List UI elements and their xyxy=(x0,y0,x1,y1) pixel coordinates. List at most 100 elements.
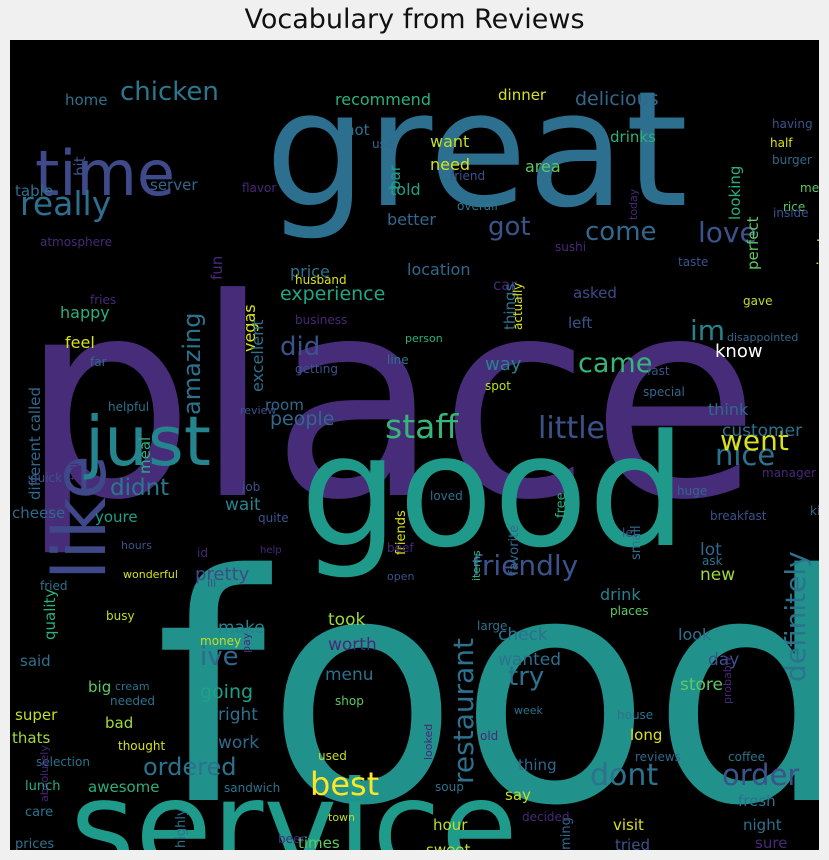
word-53: drink xyxy=(600,585,641,604)
word-1: food xyxy=(155,509,819,850)
word-40: worth xyxy=(328,635,377,655)
word-183: house xyxy=(617,708,653,722)
word-165: beef xyxy=(387,541,414,555)
word-141: fries xyxy=(90,293,116,307)
word-104: long xyxy=(630,726,662,744)
word-57: area xyxy=(525,157,561,176)
word-108: times xyxy=(298,834,340,850)
word-7: time xyxy=(35,137,175,210)
word-188: selection xyxy=(36,755,90,769)
word-156: job xyxy=(241,480,260,494)
word-194: absolutely xyxy=(38,745,51,802)
word-190: reviews xyxy=(635,750,681,764)
word-79: bit xyxy=(71,156,89,176)
word-185: looked xyxy=(422,724,435,760)
word-89: quality xyxy=(41,589,59,640)
word-169: wonderful xyxy=(123,568,178,581)
word-174: large xyxy=(477,619,507,633)
word-101: favorite xyxy=(507,525,522,575)
word-92: super xyxy=(15,706,58,724)
word-2: great xyxy=(265,56,688,243)
word-144: disappointed xyxy=(727,331,798,344)
word-83: things xyxy=(501,283,519,330)
word-102: free xyxy=(554,492,569,518)
word-46: work xyxy=(218,733,259,753)
word-137: taste xyxy=(678,255,708,269)
word-158: huge xyxy=(677,484,707,498)
word-76: bar xyxy=(386,164,404,190)
word-39: wait xyxy=(225,495,261,515)
word-9: staff xyxy=(385,407,459,446)
word-103: small xyxy=(629,525,644,560)
word-146: getting xyxy=(295,362,338,376)
word-52: look xyxy=(678,625,712,644)
word-10: little xyxy=(538,411,605,446)
word-77: server xyxy=(150,176,198,194)
word-42: took xyxy=(328,610,365,630)
word-12: dont xyxy=(590,758,658,793)
word-85: room xyxy=(265,396,304,414)
word-170: ill xyxy=(207,577,216,590)
word-58: want xyxy=(430,132,469,151)
word-142: business xyxy=(295,313,347,327)
word-98: prices xyxy=(15,837,54,850)
word-23: im xyxy=(690,314,725,347)
word-126: meat xyxy=(800,181,819,195)
word-135: atmosphere xyxy=(40,235,112,249)
word-127: rice xyxy=(783,200,805,214)
word-148: fast xyxy=(647,364,670,378)
word-64: feel xyxy=(65,333,95,352)
word-26: amazing xyxy=(178,312,206,415)
word-34: pretty xyxy=(195,564,250,585)
word-69: home xyxy=(65,91,108,109)
word-4: service xyxy=(70,755,518,850)
word-154: tell xyxy=(68,463,81,480)
word-115: coming xyxy=(559,817,574,850)
word-36: know xyxy=(715,341,763,362)
word-120: fresh xyxy=(738,792,776,810)
word-86: meal xyxy=(136,437,154,474)
word-13: order xyxy=(722,758,799,792)
word-187: thought xyxy=(118,739,165,753)
word-175: places xyxy=(610,604,649,618)
word-22: came xyxy=(578,348,652,379)
word-21: love xyxy=(698,216,757,249)
word-130: friend xyxy=(450,169,485,183)
word-61: location xyxy=(407,260,470,279)
word-32: delicious xyxy=(575,88,659,110)
word-90: said xyxy=(20,652,51,670)
word-100: friends xyxy=(394,510,409,555)
word-31: experience xyxy=(280,283,385,305)
word-87: cheese xyxy=(12,504,65,522)
word-88: youre xyxy=(95,508,138,526)
word-37: way xyxy=(485,354,522,375)
word-91: big xyxy=(88,678,111,696)
word-157: loved xyxy=(430,489,463,503)
word-67: fun xyxy=(208,256,226,280)
word-78: table xyxy=(15,182,53,200)
word-81: asked xyxy=(573,284,617,302)
word-0: place xyxy=(20,240,760,560)
word-140: gave xyxy=(743,294,772,308)
word-62: price xyxy=(290,262,330,281)
word-33: people xyxy=(270,408,334,430)
word-18: went xyxy=(720,424,789,457)
word-136: sushi xyxy=(555,240,586,254)
word-119: sure xyxy=(755,834,787,850)
word-164: help xyxy=(260,545,282,556)
word-192: sandwich xyxy=(224,781,280,795)
word-72: perfect xyxy=(744,216,762,270)
word-172: open xyxy=(387,570,414,583)
word-166: let xyxy=(622,526,638,540)
word-128: half xyxy=(770,136,793,150)
word-180: needed xyxy=(110,694,155,708)
word-71: drinks xyxy=(610,128,656,146)
word-65: vegas xyxy=(240,304,259,352)
word-161: quite xyxy=(258,511,289,525)
word-167: ask xyxy=(702,554,723,568)
word-139: actually xyxy=(511,283,525,330)
chart-title: Vocabulary from Reviews xyxy=(244,4,585,35)
word-173: items xyxy=(470,550,483,581)
word-51: day xyxy=(708,650,739,670)
